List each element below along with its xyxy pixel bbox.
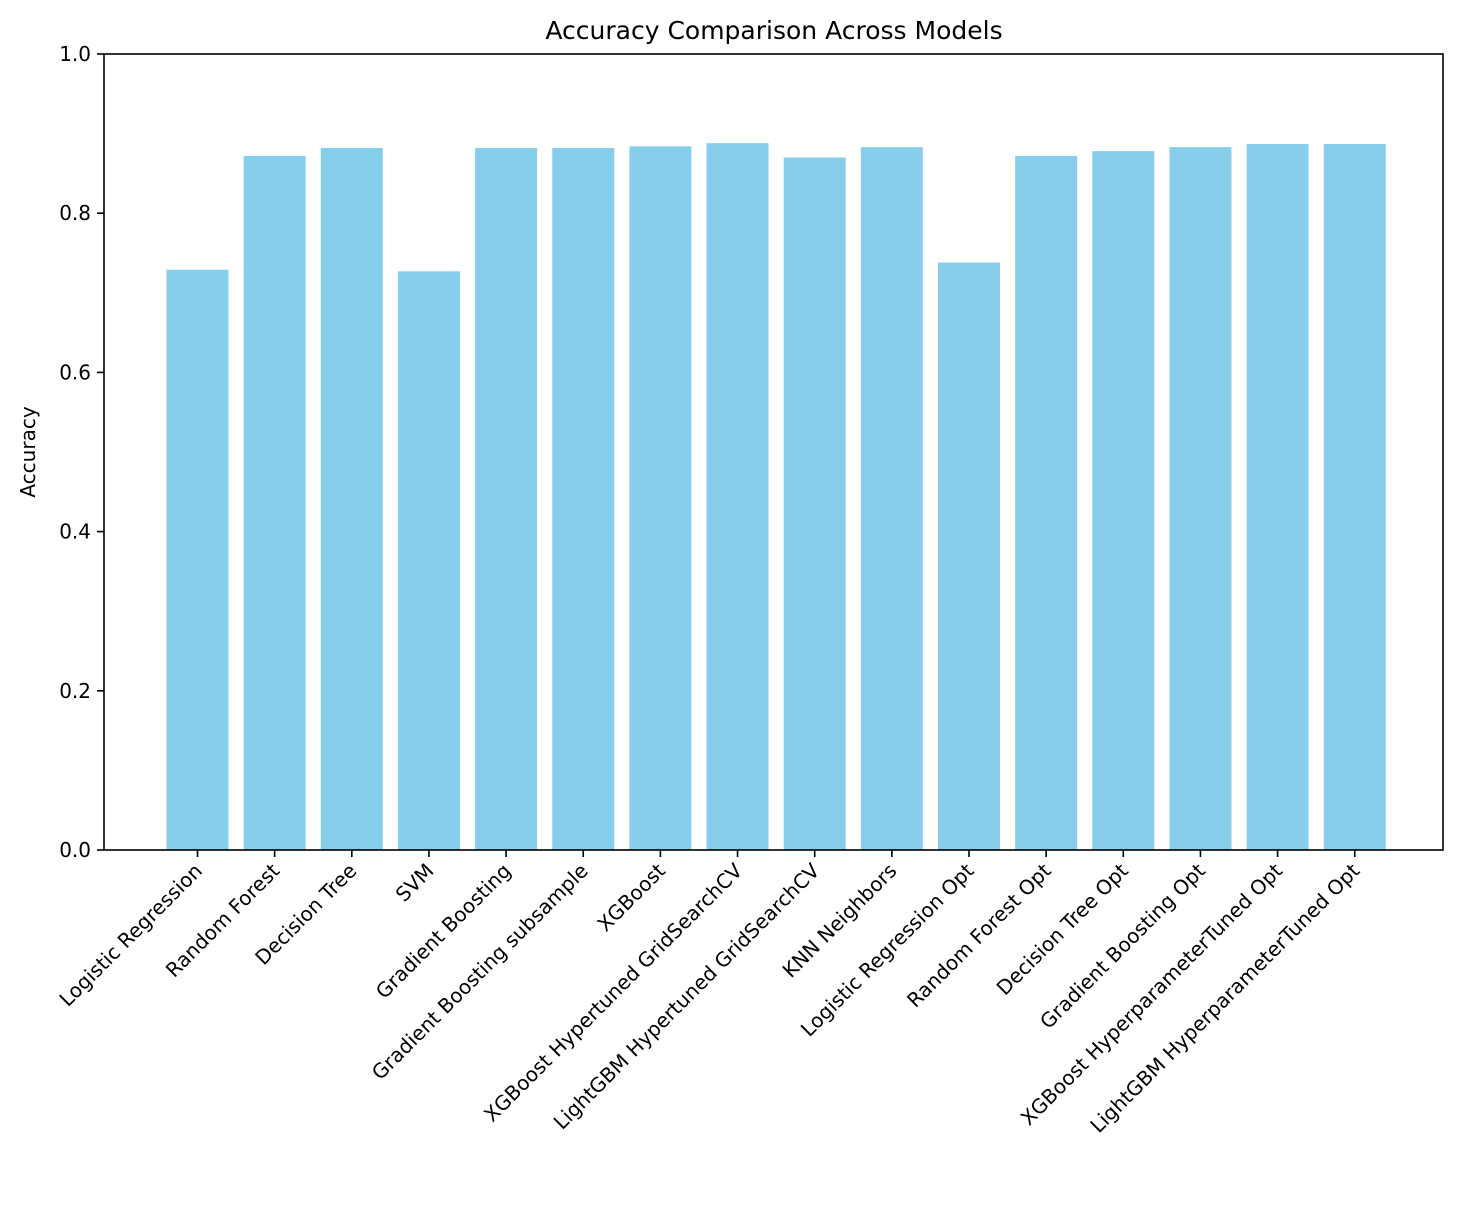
bar-15 xyxy=(1323,143,1386,850)
y-axis-ticks: 0.0 0.2 0.4 0.6 0.8 1.0 xyxy=(59,42,104,862)
bar-14 xyxy=(1246,143,1309,850)
x-tick-label-6: XGBoost xyxy=(592,858,670,936)
bar-4 xyxy=(475,147,538,850)
bar-10 xyxy=(938,262,1000,850)
bar-12 xyxy=(1092,151,1155,851)
bar-6 xyxy=(629,146,692,851)
x-tick-label-11: Random Forest Opt xyxy=(902,858,1056,1012)
bar-13 xyxy=(1169,147,1232,850)
bar-3 xyxy=(397,271,460,850)
x-tick-label-15: LightGBM HyperparameterTuned Opt xyxy=(1085,858,1364,1137)
y-tick-label-4: 0.8 xyxy=(59,201,91,225)
x-tick-label-12: Decision Tree Opt xyxy=(992,858,1133,999)
x-tick-label-0: Logistic Regression xyxy=(54,859,207,1012)
bar-2 xyxy=(320,147,383,850)
chart-title: Accuracy Comparison Across Models xyxy=(545,16,1002,45)
x-tick-label-3: SVM xyxy=(391,859,439,907)
x-tick-label-4: Gradient Boosting xyxy=(371,859,516,1004)
y-tick-label-0: 0.0 xyxy=(59,838,91,862)
y-tick-label-5: 1.0 xyxy=(59,42,91,66)
y-tick-label-1: 0.2 xyxy=(59,679,91,703)
bar-9 xyxy=(860,147,923,850)
x-tick-label-8: LightGBM Hypertuned GridSearchCV xyxy=(549,858,825,1134)
y-axis-label: Accuracy xyxy=(16,406,40,497)
y-tick-label-3: 0.6 xyxy=(59,360,91,384)
bar-11 xyxy=(1015,155,1078,850)
bar-7 xyxy=(706,143,769,850)
bar-0 xyxy=(166,269,229,851)
bar-5 xyxy=(552,147,615,850)
plot-frame xyxy=(103,53,1444,851)
bars-group xyxy=(166,143,1386,851)
bar-8 xyxy=(783,157,846,851)
y-tick-label-2: 0.4 xyxy=(59,520,91,544)
bar-1 xyxy=(243,155,306,850)
